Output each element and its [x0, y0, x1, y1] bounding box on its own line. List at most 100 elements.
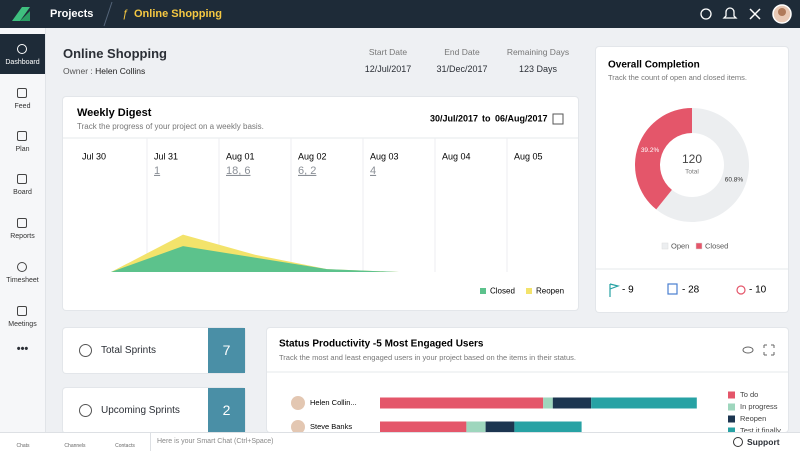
range-end: 06/Aug/2017: [495, 113, 548, 123]
donut-segment: [656, 108, 749, 223]
top-bar: Projects ƒ Online Shopping: [0, 0, 800, 28]
nav-dashboard[interactable]: Dashboard: [0, 34, 45, 74]
nav-label: Plan: [15, 146, 30, 153]
summary-count: - 10: [749, 285, 767, 296]
stat-label: Start Date: [368, 47, 408, 57]
owner-name: Helen Collins: [95, 66, 146, 76]
card-title: Weekly Digest: [77, 107, 152, 119]
nav-feed[interactable]: Feed: [0, 78, 45, 118]
sprint-card[interactable]: Total Sprints 7: [63, 328, 245, 373]
view-icon[interactable]: [742, 346, 754, 354]
legend-label: Reopen: [740, 414, 766, 423]
segment-label: 39.2%: [641, 147, 660, 154]
sprint-label: Upcoming Sprints: [101, 405, 180, 416]
legend-label: In progress: [740, 402, 778, 411]
stat-label: Remaining Days: [506, 47, 570, 57]
support-icon: [733, 437, 743, 447]
bar-segment: [514, 421, 582, 432]
user-name: Helen Collin...: [310, 398, 357, 407]
stat: Start Date 12/Jul/2017: [343, 47, 433, 74]
day-label: Aug 03: [370, 151, 399, 161]
user-avatar: [291, 396, 305, 410]
productivity-chart: Status Productivity -5 Most Engaged User…: [267, 339, 788, 432]
range-to: to: [482, 113, 491, 123]
sprint-count: 7: [208, 328, 245, 373]
user-name: Steve Banks: [310, 422, 352, 431]
owner-label: Owner :: [63, 66, 93, 76]
logo: [12, 7, 30, 21]
legend-label: Test it finally: [740, 426, 781, 432]
sprint-label: Total Sprints: [101, 345, 157, 356]
user-avatar: [291, 420, 305, 432]
nav-reports[interactable]: Reports: [0, 208, 45, 248]
bar-segment: [591, 397, 697, 409]
stat-value: 31/Dec/2017: [436, 64, 488, 74]
legend-swatch: [695, 242, 703, 250]
legend-swatch: [728, 415, 735, 423]
support[interactable]: Support: [747, 437, 780, 447]
day-label: Aug 02: [298, 151, 327, 161]
bottom-item[interactable]: Contacts: [115, 443, 135, 449]
legend-label: Open: [671, 241, 689, 250]
project-title: Online Shopping: [63, 46, 167, 61]
bug-icon: [736, 285, 746, 295]
segment-label: 60.8%: [725, 177, 744, 184]
expand-icon[interactable]: [763, 344, 775, 356]
milestone-icon: [609, 283, 621, 297]
stat: End Date 31/Dec/2017: [417, 47, 507, 74]
bar-segment: [485, 421, 515, 432]
nav-more[interactable]: •••: [16, 343, 29, 355]
bar-segment: [380, 397, 544, 409]
center-value: 120: [682, 152, 702, 166]
sprint-icon: [79, 344, 92, 357]
legend-label: Closed: [490, 287, 515, 296]
center-label: Total: [685, 169, 699, 176]
top-icons[interactable]: [698, 6, 768, 22]
sprint-card[interactable]: Upcoming Sprints 2: [63, 388, 245, 433]
summary-count: - 28: [682, 285, 700, 296]
card-title: Status Productivity -5 Most Engaged User…: [279, 339, 484, 350]
completion-chart: Overall Completion Track the count of op…: [596, 60, 788, 297]
day-label: Jul 30: [82, 151, 106, 161]
nav-label: Timesheet: [6, 277, 39, 284]
legend-label: Reopen: [536, 287, 564, 296]
nav-label: Feed: [14, 103, 31, 110]
sprint-count: 2: [208, 388, 245, 433]
calendar-icon[interactable]: [552, 113, 564, 125]
legend-swatch: [728, 427, 735, 432]
nav-label: Dashboard: [5, 59, 40, 66]
day-label: Aug 04: [442, 151, 471, 161]
bottom-item[interactable]: Chats: [16, 443, 30, 449]
nav-board[interactable]: Board: [0, 164, 45, 204]
legend-swatch: [526, 288, 532, 294]
productivity-card: Status Productivity -5 Most Engaged User…: [267, 328, 788, 432]
bottom-item[interactable]: Channels: [64, 443, 86, 449]
legend-label: To do: [740, 390, 758, 399]
weekly-digest-chart: Weekly Digest Track the progress of your…: [63, 107, 578, 296]
nav-label: Board: [13, 189, 32, 196]
nav-meetings[interactable]: Meetings: [0, 296, 45, 336]
avatar[interactable]: [772, 4, 792, 24]
card-subtitle: Track the most and least engaged users i…: [279, 353, 576, 362]
nav-label: Meetings: [8, 321, 37, 328]
donut-segment: [635, 108, 692, 210]
nav-timesheet[interactable]: Timesheet: [0, 252, 45, 292]
stat-label: End Date: [444, 47, 480, 57]
project-name[interactable]: Online Shopping: [134, 8, 222, 20]
legend-label: Closed: [705, 241, 728, 250]
projects-link[interactable]: Projects: [50, 8, 94, 20]
weekly-digest-card: Weekly Digest Track the progress of your…: [63, 97, 578, 310]
stat-value: 123 Days: [518, 64, 558, 74]
day-count: 6, 2: [298, 165, 316, 177]
summary-count: - 9: [622, 285, 634, 296]
card-title: Overall Completion: [608, 60, 700, 71]
stat: Remaining Days 123 Days: [493, 47, 583, 74]
day-label: Jul 31: [154, 151, 178, 161]
bar-segment: [552, 397, 592, 409]
range-start: 30/Jul/2017: [430, 113, 478, 123]
legend-swatch: [728, 403, 735, 411]
smart-chat[interactable]: Here is your Smart Chat (Ctrl+Space): [157, 438, 274, 445]
nav-plan[interactable]: Plan: [0, 121, 45, 161]
separator: [103, 1, 113, 27]
